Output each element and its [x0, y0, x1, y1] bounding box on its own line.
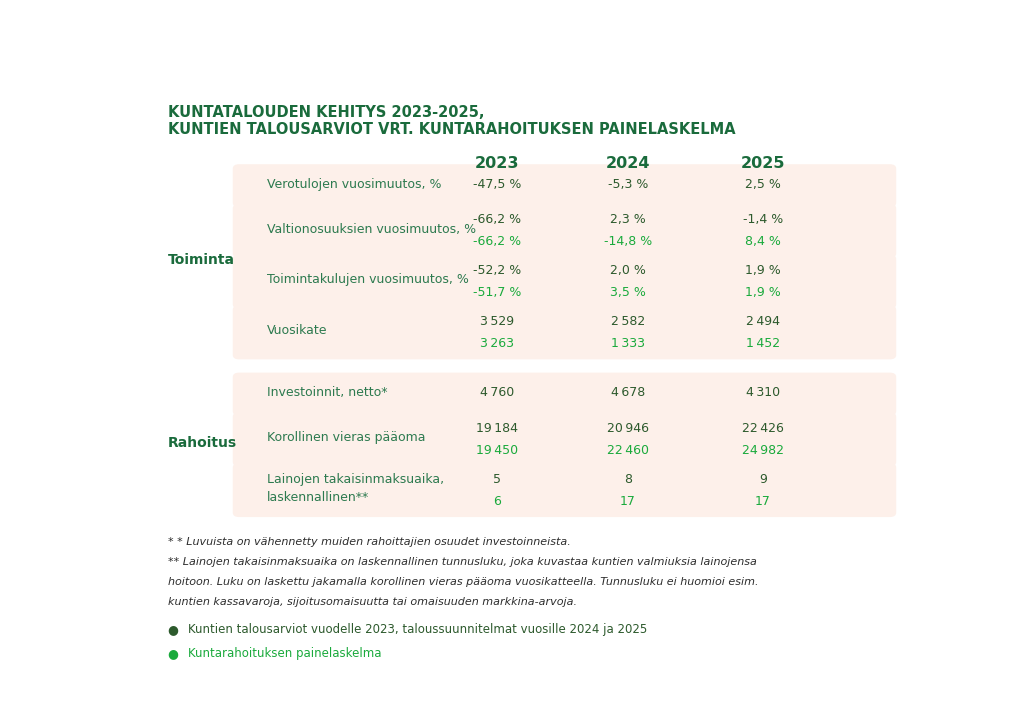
Text: -66,2 %: -66,2 %	[473, 236, 521, 248]
Text: 17: 17	[755, 495, 771, 508]
Text: hoitoon. Luku on laskettu jakamalla korollinen vieras pääoma vuosikatteella. Tun: hoitoon. Luku on laskettu jakamalla koro…	[168, 577, 758, 587]
Text: kuntien kassavaroja, sijoitusomaisuutta tai omaisuuden markkina-arvoja.: kuntien kassavaroja, sijoitusomaisuutta …	[168, 597, 577, 607]
Text: 4 760: 4 760	[480, 386, 514, 399]
Text: Kuntarahoituksen painelaskelma: Kuntarahoituksen painelaskelma	[187, 647, 381, 659]
FancyBboxPatch shape	[232, 305, 896, 359]
Text: Toimintakulujen vuosimuutos, %: Toimintakulujen vuosimuutos, %	[267, 274, 469, 286]
Text: Lainojen takaisinmaksuaika,
laskennallinen**: Lainojen takaisinmaksuaika, laskennallin…	[267, 473, 444, 503]
Text: 1 333: 1 333	[611, 337, 645, 350]
Text: Rahoitus: Rahoitus	[168, 436, 237, 450]
Text: 19 450: 19 450	[476, 444, 518, 457]
Text: 3,5 %: 3,5 %	[610, 286, 646, 299]
FancyBboxPatch shape	[232, 412, 896, 466]
Text: 2 494: 2 494	[745, 315, 780, 328]
FancyBboxPatch shape	[232, 463, 896, 517]
Text: 1 452: 1 452	[745, 337, 780, 350]
Text: Korollinen vieras pääoma: Korollinen vieras pääoma	[267, 431, 425, 444]
Text: ●: ●	[168, 647, 178, 659]
FancyBboxPatch shape	[232, 164, 896, 207]
Text: 5: 5	[493, 473, 501, 485]
Text: 2 582: 2 582	[611, 315, 645, 328]
Text: 17: 17	[620, 495, 636, 508]
Text: 24 982: 24 982	[741, 444, 784, 457]
Text: KUNTATALOUDEN KEHITYS 2023-2025,: KUNTATALOUDEN KEHITYS 2023-2025,	[168, 105, 484, 120]
Text: 9: 9	[759, 473, 767, 485]
FancyBboxPatch shape	[232, 255, 896, 309]
Text: ** Lainojen takaisinmaksuaika on laskennallinen tunnusluku, joka kuvastaa kuntie: ** Lainojen takaisinmaksuaika on laskenn…	[168, 557, 757, 567]
Text: 2,0 %: 2,0 %	[610, 264, 646, 277]
Text: 1,9 %: 1,9 %	[745, 264, 780, 277]
FancyBboxPatch shape	[232, 372, 896, 415]
Text: 2,5 %: 2,5 %	[744, 178, 781, 190]
Text: 4 678: 4 678	[611, 386, 645, 399]
FancyBboxPatch shape	[232, 204, 896, 258]
Text: 8,4 %: 8,4 %	[744, 236, 781, 248]
Text: -66,2 %: -66,2 %	[473, 213, 521, 226]
Text: Toiminta: Toiminta	[168, 253, 234, 267]
Text: 19 184: 19 184	[476, 422, 518, 435]
Text: 4 310: 4 310	[745, 386, 780, 399]
Text: ●: ●	[168, 624, 178, 637]
Text: Kuntien talousarviot vuodelle 2023, taloussuunnitelmat vuosille 2024 ja 2025: Kuntien talousarviot vuodelle 2023, talo…	[187, 624, 647, 637]
Text: -51,7 %: -51,7 %	[473, 286, 521, 299]
Text: 2024: 2024	[606, 157, 650, 172]
Text: 3 263: 3 263	[480, 337, 514, 350]
Text: 8: 8	[624, 473, 632, 485]
Text: -47,5 %: -47,5 %	[473, 178, 521, 190]
Text: Investoinnit, netto*: Investoinnit, netto*	[267, 386, 387, 399]
Text: 2025: 2025	[740, 157, 785, 172]
Text: 6: 6	[494, 495, 501, 508]
Text: 20 946: 20 946	[607, 422, 649, 435]
Text: 2,3 %: 2,3 %	[610, 213, 646, 226]
Text: Verotulojen vuosimuutos, %: Verotulojen vuosimuutos, %	[267, 178, 441, 190]
Text: 22 460: 22 460	[607, 444, 649, 457]
Text: -14,8 %: -14,8 %	[604, 236, 652, 248]
Text: -5,3 %: -5,3 %	[608, 178, 648, 190]
Text: 2023: 2023	[475, 157, 519, 172]
Text: -52,2 %: -52,2 %	[473, 264, 521, 277]
Text: Vuosikate: Vuosikate	[267, 324, 328, 337]
Text: KUNTIEN TALOUSARVIOT VRT. KUNTARAHOITUKSEN PAINELASKELMA: KUNTIEN TALOUSARVIOT VRT. KUNTARAHOITUKS…	[168, 122, 735, 137]
Text: Valtionosuuksien vuosimuutos, %: Valtionosuuksien vuosimuutos, %	[267, 223, 476, 236]
Text: 22 426: 22 426	[742, 422, 783, 435]
Text: 1,9 %: 1,9 %	[745, 286, 780, 299]
Text: -1,4 %: -1,4 %	[742, 213, 783, 226]
Text: * * Luvuista on vähennetty muiden rahoittajien osuudet investoinneista.: * * Luvuista on vähennetty muiden rahoit…	[168, 538, 570, 548]
Text: 3 529: 3 529	[480, 315, 514, 328]
